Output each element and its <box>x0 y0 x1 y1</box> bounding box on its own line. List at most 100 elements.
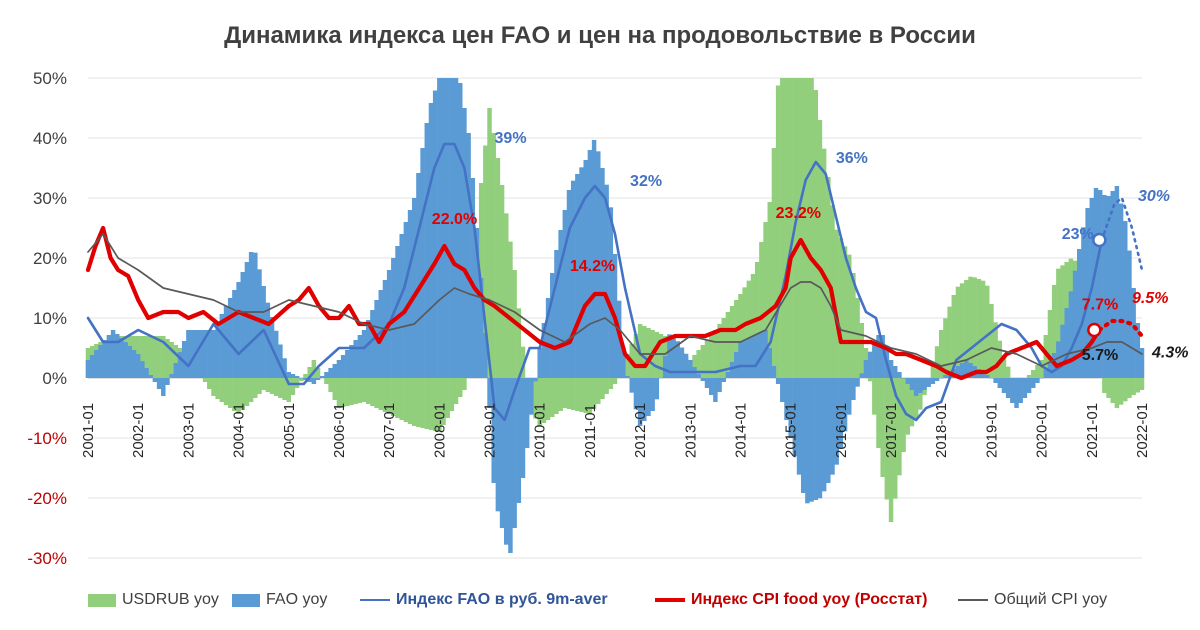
legend-label: Общий CPI yoy <box>994 591 1108 608</box>
annotations: 39% 32% 36% 23% 30% 22.0% 14.2% 23.2% 7.7% 9.5% 5.… <box>432 130 1189 364</box>
fao-bar <box>349 345 354 378</box>
fao-bar <box>324 372 329 378</box>
usdrub-bar <box>227 378 233 408</box>
usdrub-bar <box>876 378 881 448</box>
fao-bar <box>805 378 810 504</box>
fao-bar <box>1110 191 1115 378</box>
fao-bar <box>993 378 998 383</box>
fao-bar <box>633 378 639 410</box>
usdrub-bar <box>265 378 271 392</box>
fao-bar <box>688 360 693 378</box>
series-point-marker <box>1087 322 1102 338</box>
usdrub-bar <box>809 78 814 378</box>
fao-bar <box>144 368 149 378</box>
fao-bar <box>558 230 563 378</box>
data-label: 23% <box>1062 226 1094 243</box>
fao-bar <box>432 90 438 378</box>
usdrub-bar <box>579 378 584 412</box>
usdrub-bar <box>1135 378 1141 393</box>
usdrub-bar <box>746 280 752 378</box>
fao-bar <box>604 184 609 378</box>
fao-bar <box>282 358 287 378</box>
usdrub-bar <box>901 378 906 452</box>
usdrub-bar <box>336 378 342 408</box>
fao-bar <box>495 378 501 512</box>
fao-bar <box>407 210 413 378</box>
fao-bar <box>780 378 785 402</box>
legend-swatch <box>360 599 390 601</box>
x-tick-label: 2022-01 <box>1134 403 1151 458</box>
fao-bar <box>863 360 869 378</box>
fao-bar <box>658 377 664 379</box>
usdrub-bar <box>223 378 229 405</box>
usdrub-bar <box>445 378 450 418</box>
usdrub-bar <box>399 378 404 420</box>
fao-bar <box>340 355 346 378</box>
x-tick-label: 2015-01 <box>783 403 800 458</box>
fao-bar <box>566 190 572 378</box>
usdrub-bar <box>951 295 957 378</box>
fao-bar <box>253 252 258 378</box>
x-tick-label: 2006-01 <box>331 403 348 458</box>
fao-bar <box>140 361 145 378</box>
usdrub-bar <box>290 378 296 395</box>
legend-label: Индекс CPI food yoy (Росстат) <box>691 591 928 608</box>
data-label: 36% <box>836 150 868 167</box>
fao-bar <box>1068 291 1074 378</box>
legend-swatch <box>655 598 685 602</box>
usdrub-bar <box>826 177 831 378</box>
fao-bar <box>399 234 404 378</box>
data-label: 32% <box>630 173 662 190</box>
series-lines <box>85 142 1145 422</box>
usdrub-bar <box>918 378 923 410</box>
fao-bar <box>918 378 923 393</box>
fao-bar <box>675 341 680 378</box>
usdrub-bar <box>1001 355 1007 378</box>
legend-swatch <box>88 593 116 607</box>
x-tick-label: 2017-01 <box>883 403 900 458</box>
fao-bar <box>299 378 304 379</box>
fao-bar <box>236 282 241 378</box>
fao-bar <box>897 372 902 378</box>
usdrub-bar <box>1051 285 1057 378</box>
fao-bar <box>437 78 442 378</box>
fao-bar <box>378 290 384 378</box>
fao-bar <box>1018 378 1023 403</box>
usdrub-bar <box>713 330 718 378</box>
usdrub-bar <box>278 378 283 398</box>
usdrub-bar <box>738 294 743 378</box>
usdrub-bar <box>947 306 952 378</box>
fao-bar <box>420 148 425 378</box>
usdrub-bar <box>654 332 660 378</box>
fao-bar <box>290 374 296 378</box>
x-tick-label: 2014-01 <box>732 403 749 458</box>
fao-bar <box>591 140 597 378</box>
usdrub-bar <box>587 378 593 414</box>
usdrub-bar <box>236 378 241 414</box>
fao-bar <box>470 178 476 378</box>
fao-bar <box>792 378 798 457</box>
fao-bar <box>286 372 292 378</box>
fao-bar <box>1123 221 1128 378</box>
usdrub-bar <box>759 242 764 378</box>
usdrub-bar <box>248 378 254 402</box>
usdrub-bar <box>985 285 990 378</box>
usdrub-bar <box>604 378 609 394</box>
usdrub-bar <box>1056 268 1061 378</box>
fao-bar <box>625 376 630 378</box>
fao-bar <box>483 333 488 378</box>
fao-bar <box>985 375 990 378</box>
usdrub-bar <box>554 378 559 414</box>
fao-bar <box>876 335 881 378</box>
fao-bar <box>1064 308 1069 378</box>
fao-bar <box>403 222 409 378</box>
y-tick-label: -30% <box>27 549 67 568</box>
usdrub-bar <box>608 378 614 389</box>
fao-bar <box>842 378 848 432</box>
fao-bar <box>784 378 789 420</box>
fao-bar <box>169 374 174 378</box>
fao-bar <box>683 353 689 378</box>
fao-bar <box>621 347 626 378</box>
usdrub-bar <box>449 378 455 411</box>
usdrub-bar <box>884 378 890 500</box>
